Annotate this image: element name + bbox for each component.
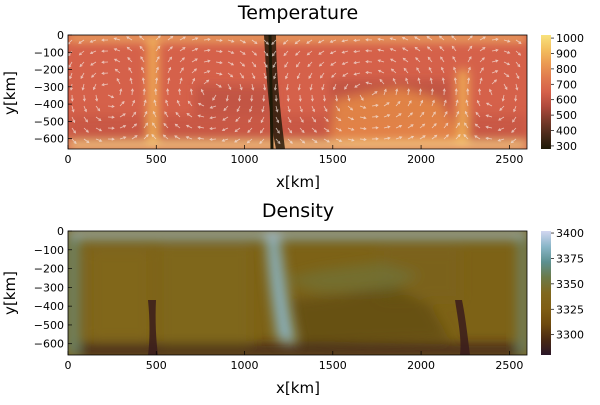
temperature-ytick-label: −200 — [34, 64, 64, 77]
density-xlabel: x[km] — [276, 379, 320, 397]
density-colorbar-tick-label: 3325 — [556, 303, 584, 316]
temperature-xtick-label: 2500 — [495, 153, 523, 166]
density-xtick-label: 2000 — [407, 359, 435, 372]
temperature-xtick-label: 0 — [65, 153, 72, 166]
temperature-ytick-label: −500 — [34, 115, 64, 128]
density-ylabel: y[km] — [1, 271, 19, 315]
density-ytick-label: −600 — [34, 338, 64, 351]
density-ytick-label: −500 — [34, 319, 64, 332]
density-panel: Density 0 500 1000 1500 2000 2500 0 −100 — [1, 200, 584, 397]
temperature-panel: Temperature 0 500 1000 1500 2000 2500 0 −100 −20… — [1, 2, 584, 191]
density-field — [68, 231, 527, 355]
density-ytick-label: −400 — [34, 300, 64, 313]
density-title: Density — [262, 200, 334, 222]
temperature-ylabel: y[km] — [1, 71, 19, 115]
density-xtick-label: 2500 — [495, 359, 523, 372]
temperature-ytick-label: −100 — [34, 46, 64, 59]
temperature-xtick-label: 1000 — [231, 153, 259, 166]
density-colorbar-tick-label: 3375 — [556, 252, 584, 265]
density-colorbar-ticks: 3300 3325 3350 3375 3400 — [551, 227, 584, 342]
temperature-xtick-label: 1500 — [319, 153, 347, 166]
temperature-colorbar-tick-label: 800 — [556, 63, 577, 76]
density-colorbar-tick-label: 3400 — [556, 227, 584, 240]
temperature-colorbar-ticks: 300 400 500 600 700 800 900 1000 — [551, 32, 584, 153]
temperature-colorbar-tick-label: 1000 — [556, 32, 584, 45]
temperature-colorbar-tick-label: 400 — [556, 125, 577, 138]
temperature-field — [68, 35, 527, 150]
temperature-colorbar-tick-label: 900 — [556, 47, 577, 60]
density-colorbar-tick-label: 3300 — [556, 329, 584, 342]
temperature-ytick-label: −600 — [34, 133, 64, 146]
temperature-colorbar-tick-label: 500 — [556, 109, 577, 122]
temperature-colorbar — [541, 35, 551, 149]
density-ytick-label: 0 — [57, 225, 64, 238]
density-ytick-label: −300 — [34, 281, 64, 294]
temperature-title: Temperature — [237, 2, 358, 24]
temperature-ytick-label: 0 — [57, 29, 64, 42]
density-xtick-label: 500 — [146, 359, 167, 372]
density-xtick-label: 1000 — [231, 359, 259, 372]
density-ytick-label: −100 — [34, 244, 64, 257]
temperature-xtick-label: 500 — [146, 153, 167, 166]
density-xtick-label: 0 — [65, 359, 72, 372]
density-colorbar — [541, 231, 551, 355]
density-xtick-label: 1500 — [319, 359, 347, 372]
temperature-ytick-label: −400 — [34, 98, 64, 111]
temperature-colorbar-tick-label: 700 — [556, 78, 577, 91]
temperature-colorbar-tick-label: 300 — [556, 140, 577, 153]
temperature-ytick-label: −300 — [34, 81, 64, 94]
temperature-colorbar-tick-label: 600 — [556, 94, 577, 107]
density-ytick-label: −200 — [34, 263, 64, 276]
temperature-xlabel: x[km] — [276, 173, 320, 191]
temperature-xtick-label: 2000 — [407, 153, 435, 166]
density-colorbar-tick-label: 3350 — [556, 278, 584, 291]
